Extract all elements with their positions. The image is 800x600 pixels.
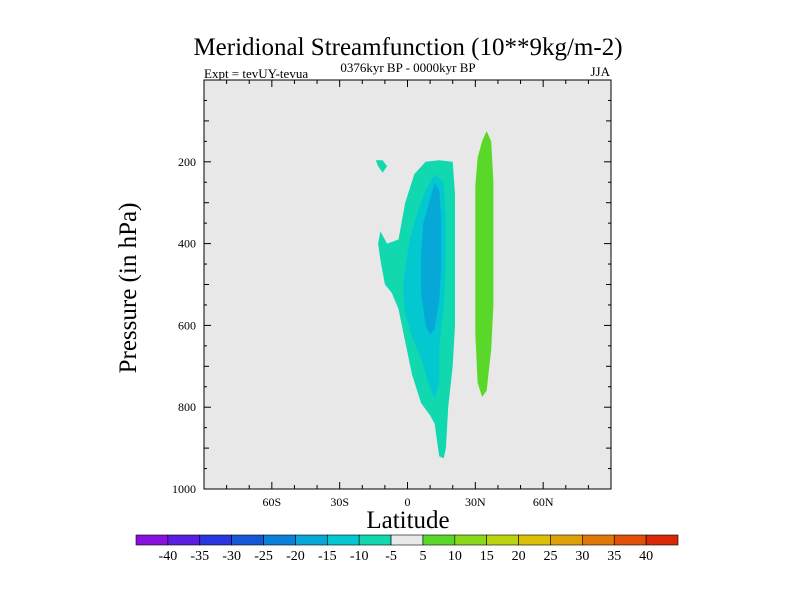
colorbar-swatch bbox=[167, 534, 201, 546]
colorbar-labels: -40 -35 -30 -25 -20 -15 -10 -5 5 10 15 20 25 30 35 40 bbox=[159, 549, 654, 564]
colorbar-label: 5 bbox=[419, 549, 426, 564]
colorbar bbox=[135, 534, 679, 546]
colorbar-swatch bbox=[613, 534, 647, 546]
experiment-label: Expt = tevUY-tevua bbox=[204, 66, 308, 81]
colorbar-swatch bbox=[550, 534, 583, 546]
y-tick-label: 1000 bbox=[172, 482, 196, 496]
colorbar-swatch bbox=[263, 534, 296, 546]
colorbar-label: -30 bbox=[222, 549, 241, 564]
x-tick-label: 60S bbox=[262, 495, 281, 509]
contour-region-positive-5-to-10-4 bbox=[475, 131, 494, 397]
colorbar-swatch bbox=[518, 534, 551, 546]
x-tick-label: 0 bbox=[405, 495, 411, 509]
colorbar-label: -5 bbox=[385, 549, 397, 564]
colorbar-label: -15 bbox=[318, 549, 337, 564]
x-tick-label: 60N bbox=[533, 495, 554, 509]
colorbar-swatch bbox=[645, 534, 679, 546]
colorbar-label: 15 bbox=[480, 549, 494, 564]
colorbar-swatch bbox=[199, 534, 232, 546]
y-tick-label: 600 bbox=[178, 318, 196, 332]
colorbar-swatch bbox=[454, 534, 488, 546]
colorbar-label: 20 bbox=[512, 549, 526, 564]
colorbar-label: 40 bbox=[639, 549, 653, 564]
colorbar-label: -10 bbox=[350, 549, 369, 564]
colorbar-label: -25 bbox=[254, 549, 273, 564]
colorbar-label: 35 bbox=[607, 549, 621, 564]
axis-ticks bbox=[203, 79, 612, 490]
colorbar-swatch bbox=[582, 534, 615, 546]
x-tick-label: 30S bbox=[330, 495, 349, 509]
colorbar-swatch bbox=[358, 534, 392, 546]
y-tick-label: 800 bbox=[178, 400, 196, 414]
colorbar-swatch bbox=[231, 534, 264, 546]
colorbar-swatch bbox=[486, 534, 519, 546]
axis-tick-labels: 60S 30S 0 30N 60N 200 400 600 800 1000 bbox=[172, 155, 554, 509]
colorbar-swatch bbox=[422, 534, 456, 546]
colorbar-label: 25 bbox=[543, 549, 557, 564]
contour-region-negative-5-to-10-0 bbox=[375, 160, 388, 173]
chart-title: Meridional Streamfunction (10**9kg/m-2) bbox=[193, 34, 622, 61]
period-label: 0376kyr BP - 0000kyr BP bbox=[340, 60, 475, 75]
contour-region-negative-15-to-20-3 bbox=[421, 183, 442, 335]
colorbar-swatch bbox=[135, 534, 169, 546]
y-axis-label: Pressure (in hPa) bbox=[115, 203, 142, 374]
x-tick-label: 30N bbox=[465, 495, 486, 509]
colorbar-label: -40 bbox=[159, 549, 178, 564]
y-tick-label: 200 bbox=[178, 155, 196, 169]
colorbar-label: 10 bbox=[448, 549, 462, 564]
y-tick-label: 400 bbox=[178, 237, 196, 251]
colorbar-swatch bbox=[390, 534, 424, 546]
colorbar-swatch bbox=[295, 534, 328, 546]
colorbar-swatch bbox=[326, 534, 360, 546]
x-axis-label: Latitude bbox=[366, 507, 449, 534]
colorbar-label: -35 bbox=[190, 549, 209, 564]
colorbar-label: 30 bbox=[575, 549, 589, 564]
contour-regions bbox=[375, 131, 494, 459]
colorbar-label: -20 bbox=[286, 549, 305, 564]
season-label: JJA bbox=[590, 64, 610, 79]
